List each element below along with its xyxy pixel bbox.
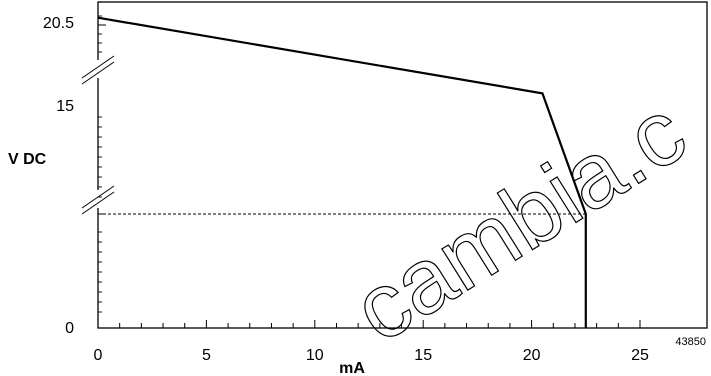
y-tick-label: 20.5 [43, 15, 74, 32]
x-tick-label: 25 [631, 347, 649, 364]
x-tick-label: 15 [414, 347, 432, 364]
y-axis-label: V DC [8, 151, 47, 168]
x-tick-label: 5 [202, 347, 211, 364]
break-slash [81, 191, 115, 215]
x-tick-label: 0 [94, 347, 103, 364]
watermark-text: cambia.c [337, 80, 703, 362]
y-tick-label: 15 [56, 98, 74, 115]
watermark: cambia.c [336, 80, 703, 363]
y-axis-ticks: 0 15 20.5 [43, 15, 106, 337]
x-axis-label: mA [339, 360, 365, 376]
series-line [97, 16, 587, 328]
break-gap [94, 60, 102, 78]
plot-frame [97, 1, 708, 329]
break-gap [94, 190, 102, 208]
y-tick-label: 0 [65, 320, 74, 337]
x-axis-ticks: 0 5 10 15 20 25 [94, 320, 649, 364]
figure-number: 43850 [675, 336, 706, 348]
y-minor-ticks [98, 15, 102, 313]
break-slash [81, 55, 115, 79]
series-group [97, 16, 587, 328]
x-tick-label: 20 [523, 347, 541, 364]
break-slash [81, 61, 115, 85]
x-tick-label: 10 [306, 347, 324, 364]
